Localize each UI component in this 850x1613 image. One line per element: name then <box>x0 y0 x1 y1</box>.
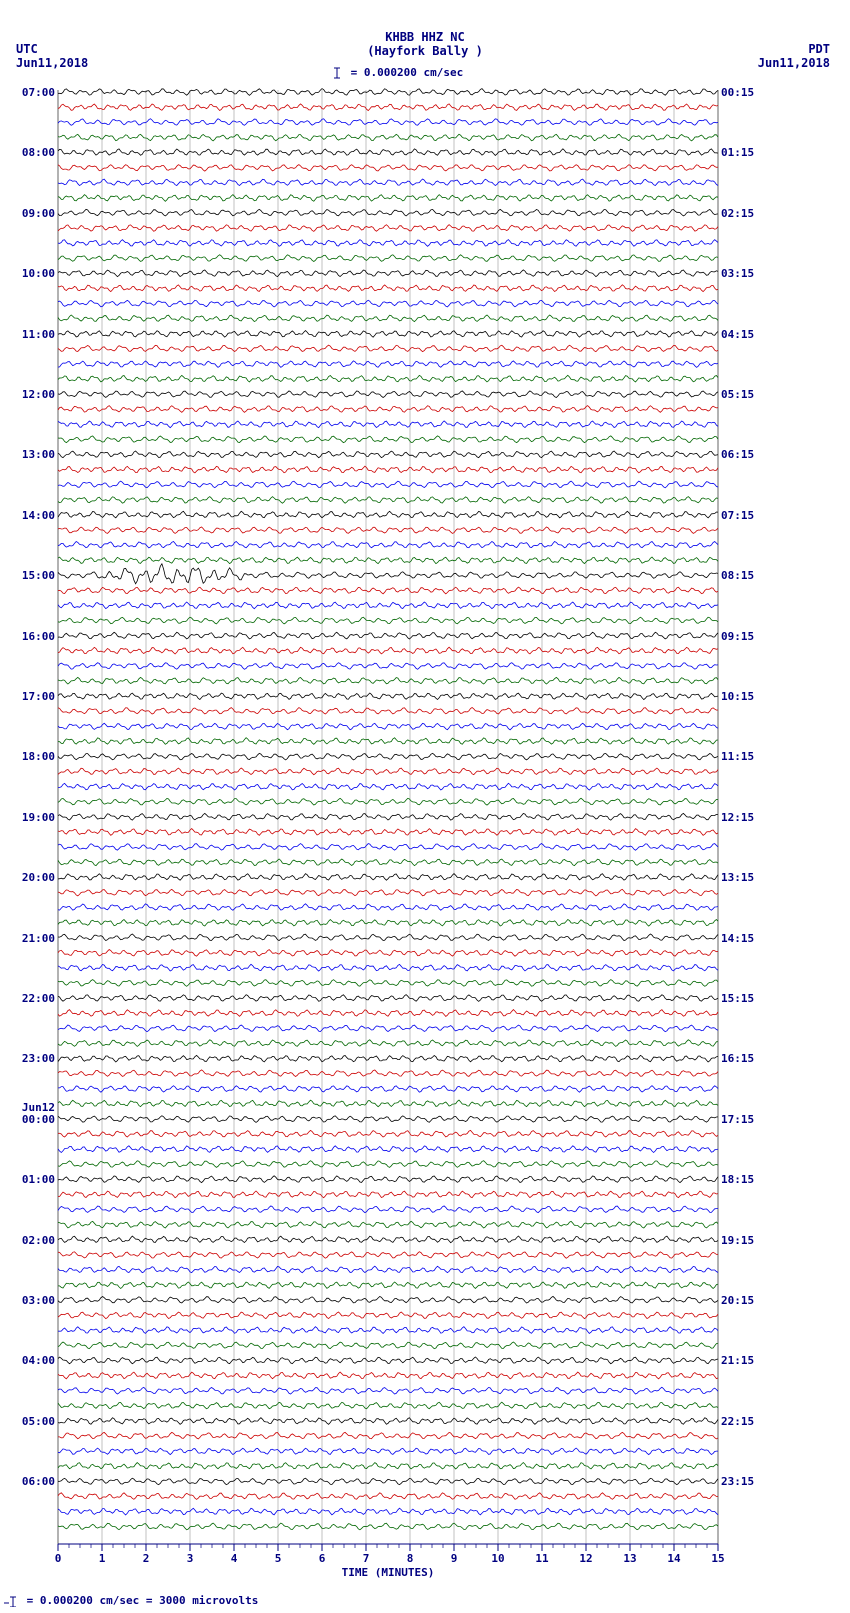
right-time-19: 19:15 <box>721 1234 754 1247</box>
right-time-12: 12:15 <box>721 811 754 824</box>
footer-scale-icon <box>4 1595 20 1607</box>
footer-scale-container: = 0.000200 cm/sec = 3000 microvolts <box>4 1594 258 1607</box>
right-time-23: 23:15 <box>721 1475 754 1488</box>
left-time-19: 02:00 <box>22 1234 55 1247</box>
right-time-2: 02:15 <box>721 207 754 220</box>
left-time-8: 15:00 <box>22 569 55 582</box>
left-time-6: 13:00 <box>22 448 55 461</box>
seismogram-container: UTC Jun11,2018 PDT Jun11,2018 KHBB HHZ N… <box>0 0 850 1613</box>
left-time-5: 12:00 <box>22 388 55 401</box>
svg-text:7: 7 <box>363 1552 370 1565</box>
left-time-10: 17:00 <box>22 690 55 703</box>
right-time-8: 08:15 <box>721 569 754 582</box>
seismogram-plot: 0123456789101112131415TIME (MINUTES) <box>0 0 850 1590</box>
left-time-15: 22:00 <box>22 992 55 1005</box>
left-time-12: 19:00 <box>22 811 55 824</box>
svg-text:9: 9 <box>451 1552 458 1565</box>
right-time-7: 07:15 <box>721 509 754 522</box>
left-time-3: 10:00 <box>22 267 55 280</box>
right-time-9: 09:15 <box>721 630 754 643</box>
right-time-13: 13:15 <box>721 871 754 884</box>
left-time-17: 00:00 <box>22 1113 55 1126</box>
left-time-9: 16:00 <box>22 630 55 643</box>
right-time-11: 11:15 <box>721 750 754 763</box>
left-time-23: 06:00 <box>22 1475 55 1488</box>
left-time-1: 08:00 <box>22 146 55 159</box>
left-time-4: 11:00 <box>22 328 55 341</box>
svg-text:1: 1 <box>99 1552 106 1565</box>
svg-text:10: 10 <box>491 1552 504 1565</box>
svg-text:11: 11 <box>535 1552 549 1565</box>
svg-text:0: 0 <box>55 1552 62 1565</box>
left-time-22: 05:00 <box>22 1415 55 1428</box>
left-time-0: 07:00 <box>22 86 55 99</box>
left-time-2: 09:00 <box>22 207 55 220</box>
right-time-4: 04:15 <box>721 328 754 341</box>
left-time-7: 14:00 <box>22 509 55 522</box>
right-time-10: 10:15 <box>721 690 754 703</box>
svg-text:5: 5 <box>275 1552 282 1565</box>
right-time-18: 18:15 <box>721 1173 754 1186</box>
right-time-14: 14:15 <box>721 932 754 945</box>
svg-text:12: 12 <box>579 1552 592 1565</box>
right-time-0: 00:15 <box>721 86 754 99</box>
left-time-18: 01:00 <box>22 1173 55 1186</box>
svg-text:13: 13 <box>623 1552 636 1565</box>
right-time-6: 06:15 <box>721 448 754 461</box>
left-time-14: 21:00 <box>22 932 55 945</box>
footer-scale-value: = 0.000200 cm/sec = 3000 microvolts <box>27 1594 259 1607</box>
midnight-label: Jun12 <box>22 1101 55 1114</box>
right-time-3: 03:15 <box>721 267 754 280</box>
svg-text:2: 2 <box>143 1552 150 1565</box>
right-time-21: 21:15 <box>721 1354 754 1367</box>
right-time-20: 20:15 <box>721 1294 754 1307</box>
right-time-16: 16:15 <box>721 1052 754 1065</box>
right-time-5: 05:15 <box>721 388 754 401</box>
left-time-11: 18:00 <box>22 750 55 763</box>
svg-text:4: 4 <box>231 1552 238 1565</box>
svg-text:8: 8 <box>407 1552 414 1565</box>
svg-text:15: 15 <box>711 1552 724 1565</box>
svg-text:14: 14 <box>667 1552 681 1565</box>
svg-text:TIME (MINUTES): TIME (MINUTES) <box>342 1566 435 1579</box>
svg-text:6: 6 <box>319 1552 326 1565</box>
svg-text:3: 3 <box>187 1552 194 1565</box>
right-time-1: 01:15 <box>721 146 754 159</box>
left-time-13: 20:00 <box>22 871 55 884</box>
right-time-22: 22:15 <box>721 1415 754 1428</box>
left-time-16: 23:00 <box>22 1052 55 1065</box>
right-time-15: 15:15 <box>721 992 754 1005</box>
left-time-20: 03:00 <box>22 1294 55 1307</box>
right-time-17: 17:15 <box>721 1113 754 1126</box>
left-time-21: 04:00 <box>22 1354 55 1367</box>
